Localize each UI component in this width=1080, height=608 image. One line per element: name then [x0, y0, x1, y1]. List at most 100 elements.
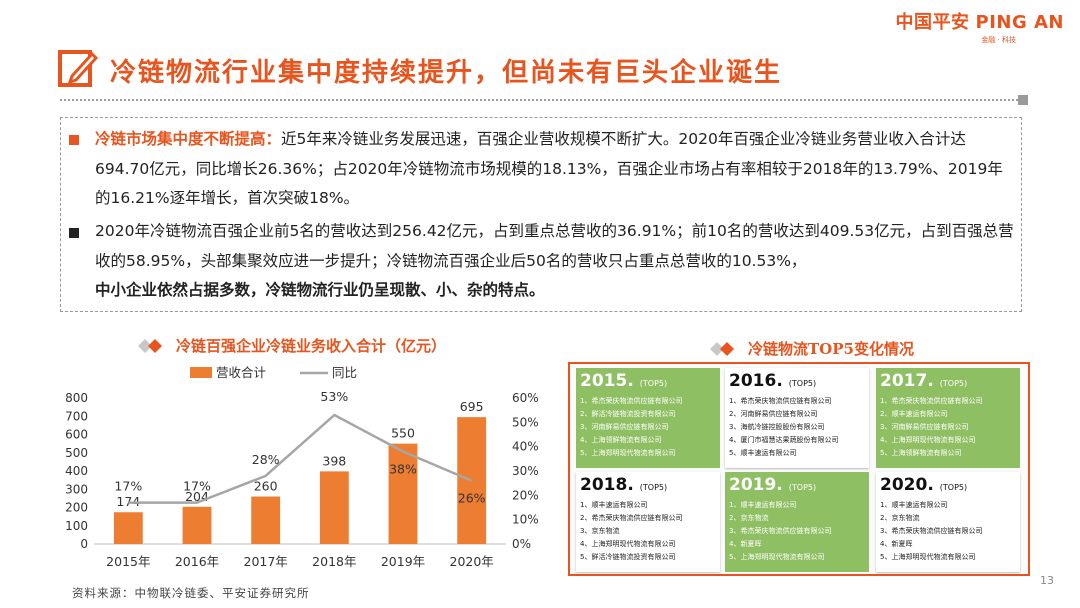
x-tick-label: 2017年 [244, 554, 288, 569]
y-tick-label: 200 [65, 501, 88, 515]
paragraph-1-body: 近5年来冷链业务发展迅速，百强企业营收规模不断扩大。2020年百强企业冷链业务营… [95, 130, 1003, 207]
company-list-item: 5、鲜活冷链物流投资有限公司 [580, 553, 676, 561]
company-list-item: 2、河南鲜易供应链有限公司 [729, 410, 818, 418]
card-header: 2019. (TOP5) [729, 475, 865, 495]
summary-paragraph-1: 冷链市场集中度不断提高：近5年来冷链业务发展迅速，百强企业营收规模不断扩大。20… [95, 125, 1017, 214]
company-list-item: 3、海航冷链控股股份有限公司 [729, 423, 825, 431]
title-divider [60, 99, 1026, 101]
page-number: 13 [1040, 574, 1054, 587]
card-company-list: 1、希杰荣庆物流供应链有限公司 2、河南鲜易供应链有限公司 3、海航冷链控股股份有限… [729, 395, 865, 460]
card-company-list: 1、顺丰速运有限公司 2、希杰荣庆物流供应链有限公司 3、京东物流 4、上海郑明现代物… [580, 499, 716, 564]
card-year: 2019. [729, 475, 783, 495]
paragraph-2-emphasis: 中小企业依然占据多数，冷链物流行业仍呈现散、小、杂的特点。 [95, 281, 545, 299]
legend-bar-label: 营收合计 [216, 365, 266, 380]
card-header: 2016. (TOP5) [729, 371, 865, 391]
logo-cn-text: 中国平安 [895, 12, 970, 33]
x-tick-label: 2016年 [175, 554, 219, 569]
chart-section-header: 冷链百强企业冷链业务收入合计（亿元） [138, 335, 446, 356]
bullet-square-icon [69, 228, 79, 238]
company-list-item: 4、上海郑明现代物流有限公司 [580, 540, 676, 548]
top5-card: 2018. (TOP5) 1、顺丰速运有限公司 2、希杰荣庆物流供应链有限公司 3、京东… [576, 472, 720, 572]
card-tag: (TOP5) [939, 379, 968, 388]
y-tick-label: 400 [65, 464, 88, 478]
company-list-item: 4、新夏晖 [880, 540, 913, 548]
company-logo: 中国平安 PING AN 金融 · 科技 [896, 8, 1065, 45]
pencil-icon [58, 50, 98, 87]
company-list-item: 4、上海郑明现代物流有限公司 [880, 436, 976, 444]
summary-box: 冷链市场集中度不断提高：近5年来冷链业务发展迅速，百强企业营收规模不断扩大。20… [60, 117, 1022, 312]
logo-en-text: PING AN [975, 12, 1064, 33]
diamond-icon [710, 341, 734, 356]
company-list-item: 5、上海郑明现代物流有限公司 [580, 449, 676, 457]
y-tick-label: 100 [65, 519, 88, 533]
company-list-item: 1、希杰荣庆物流供应链有限公司 [729, 397, 832, 405]
x-tick-label: 2018年 [312, 554, 356, 569]
card-year: 2020. [880, 475, 934, 495]
y2-tick-label: 20% [512, 488, 539, 502]
bar-data-label: 695 [460, 399, 484, 414]
card-tag: (TOP5) [639, 379, 668, 388]
paragraph-1-lead: 冷链市场集中度不断提高： [95, 130, 282, 148]
card-company-list: 1、顺丰速运有限公司 2、京东物流 3、希杰荣庆物流供应链有限公司 4、新夏晖 5、上海… [880, 499, 1016, 564]
y2-tick-label: 50% [512, 415, 539, 429]
source-note: 资料来源：中物联冷链委、平安证券研究所 [72, 586, 310, 600]
top5-card: 2017. (TOP5) 1、希杰荣庆物流供应链有限公司 2、顺丰速运有限公司 3、河南… [876, 368, 1020, 468]
company-list-item: 5、顺丰速运有限公司 [729, 449, 797, 457]
y2-tick-label: 60% [512, 391, 539, 405]
company-list-item: 2、鲜活冷链物流投资有限公司 [580, 410, 676, 418]
y-tick-label: 800 [65, 391, 88, 405]
yoy-line [128, 413, 473, 504]
company-list-item: 1、顺丰速运有限公司 [580, 501, 648, 509]
card-header: 2017. (TOP5) [880, 371, 1016, 391]
paragraph-2-body: 2020年冷链物流百强企业前5名的营收达到256.42亿元，占到重点总营收的36… [95, 222, 1014, 270]
x-tick-label: 2015年 [106, 554, 150, 569]
company-list-item: 2、京东物流 [880, 514, 920, 522]
card-company-list: 1、希杰荣庆物流供应链有限公司 2、鲜活冷链物流投资有限公司 3、河南鲜易供应链有限… [580, 395, 716, 460]
top5-panel: 2015. (TOP5) 1、希杰荣庆物流供应链有限公司 2、鲜活冷链物流投资有限公司… [568, 362, 1030, 576]
company-list-item: 2、顺丰速运有限公司 [880, 410, 948, 418]
card-tag: (TOP5) [788, 379, 817, 388]
company-list-item: 3、河南鲜易供应链有限公司 [880, 423, 969, 431]
company-list-item: 4、上海领鲜物流有限公司 [580, 436, 662, 444]
revenue-bar [388, 443, 418, 544]
yoy-data-label: 17% [183, 479, 211, 494]
top5-card: 2019. (TOP5) 1、顺丰速运有限公司 2、京东物流 3、希杰荣庆物流供应链有限… [725, 472, 869, 572]
card-year: 2015. [580, 371, 634, 391]
y2-tick-label: 30% [512, 464, 539, 478]
chart-section-title: 冷链百强企业冷链业务收入合计（亿元） [176, 337, 447, 355]
top5-section-header: 冷链物流TOP5变化情况 [710, 338, 914, 359]
company-list-item: 3、希杰荣庆物流供应链有限公司 [880, 527, 983, 535]
bullet-square-icon [69, 135, 79, 145]
company-list-item: 3、京东物流 [580, 527, 620, 535]
yoy-data-label: 26% [458, 491, 486, 506]
legend-bar-swatch [190, 367, 212, 378]
yoy-data-label: 28% [252, 452, 280, 467]
yoy-data-label: 53% [320, 389, 348, 404]
company-list-item: 2、京东物流 [729, 514, 769, 522]
card-company-list: 1、顺丰速运有限公司 2、京东物流 3、希杰荣庆物流供应链有限公司 4、新夏晖 5、上海… [729, 499, 865, 564]
top5-card: 2016. (TOP5) 1、希杰荣庆物流供应链有限公司 2、河南鲜易供应链有限公司 3… [725, 368, 869, 468]
diamond-icon [138, 338, 162, 353]
legend-line-label: 同比 [332, 365, 357, 380]
revenue-bar [319, 471, 349, 544]
bar-data-label: 260 [254, 479, 278, 494]
card-header: 2018. (TOP5) [580, 475, 716, 495]
y2-tick-label: 40% [512, 440, 539, 454]
company-list-item: 1、希杰荣庆物流供应链有限公司 [880, 397, 983, 405]
company-list-item: 5、上海郑明现代物流有限公司 [880, 553, 976, 561]
y-tick-label: 0 [80, 537, 88, 551]
y-tick-label: 500 [65, 446, 88, 460]
bar-data-label: 398 [322, 453, 346, 468]
bar-data-label: 550 [391, 426, 415, 441]
card-header: 2015. (TOP5) [580, 371, 716, 391]
company-list-item: 5、上海领鲜物流有限公司 [880, 449, 962, 457]
top5-card: 2020. (TOP5) 1、顺丰速运有限公司 2、京东物流 3、希杰荣庆物流供应链有限… [876, 472, 1020, 572]
card-year: 2018. [580, 475, 634, 495]
yoy-data-label: 17% [114, 479, 142, 494]
top5-section-title: 冷链物流TOP5变化情况 [748, 340, 914, 358]
revenue-bar [182, 506, 212, 544]
y2-tick-label: 0% [512, 537, 531, 551]
revenue-bar [251, 496, 281, 544]
summary-paragraph-2: 2020年冷链物流百强企业前5名的营收达到256.42亿元，占到重点总营收的36… [95, 217, 1029, 306]
page-title: 冷链物流行业集中度持续提升，但尚未有巨头企业诞生 [110, 58, 783, 88]
